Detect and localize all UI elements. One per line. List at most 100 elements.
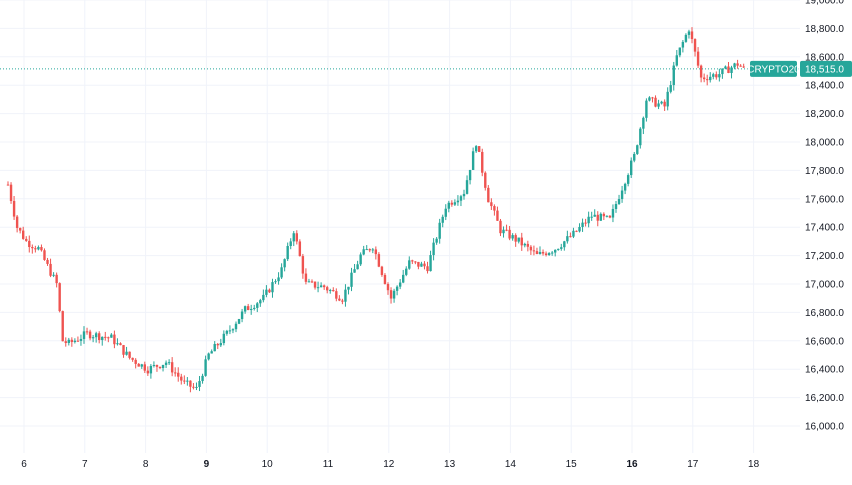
candle-up (204, 355, 207, 377)
candle-up (167, 359, 171, 366)
candle-down (487, 185, 490, 203)
candle-down (699, 64, 703, 83)
candle-down (40, 244, 43, 252)
candle-up (502, 226, 505, 238)
candle-body (228, 330, 232, 332)
candle-up (307, 278, 311, 283)
candle-body (368, 249, 371, 251)
candle-down (736, 59, 739, 69)
candle-body (371, 249, 374, 251)
candle-body (693, 39, 697, 52)
candle-body (43, 250, 46, 260)
candle-body (572, 230, 575, 237)
candle-body (237, 319, 241, 324)
candle-body (435, 238, 438, 243)
candle-up (523, 242, 526, 248)
candle-down (569, 232, 572, 238)
candle-up (402, 269, 405, 284)
candle-body (517, 237, 520, 242)
candle-down (380, 265, 384, 277)
x-tick-label: 16 (626, 459, 638, 470)
candle-down (739, 64, 742, 67)
y-tick-label: 18,200.0 (805, 109, 844, 120)
candle-up (441, 214, 444, 228)
candle-body (286, 245, 289, 260)
candle-body (134, 359, 137, 364)
x-tick-label: 9 (204, 459, 210, 470)
candle-down (690, 27, 694, 44)
candle-down (174, 367, 177, 377)
candle-up (547, 252, 551, 256)
candle-down (715, 71, 718, 80)
candle-body (128, 351, 131, 358)
candle-body (672, 65, 675, 86)
candle-up (125, 346, 128, 356)
candle-body (514, 235, 517, 242)
candle-down (478, 146, 481, 153)
candle-down (651, 96, 654, 103)
candle-up (362, 245, 365, 256)
candle-body (596, 214, 599, 221)
candle-down (155, 364, 159, 372)
candle-body (392, 290, 396, 299)
candle-body (149, 365, 153, 374)
candle-body (569, 236, 572, 238)
candle-body (657, 103, 660, 107)
x-tick-label: 7 (82, 459, 88, 470)
candle-down (131, 357, 134, 362)
grid-lines (0, 0, 800, 453)
candle-down (107, 336, 110, 343)
candle-up (250, 304, 253, 315)
candle-down (301, 253, 305, 279)
candle-down (22, 226, 25, 240)
candle-up (718, 68, 721, 82)
candle-down (423, 261, 426, 270)
candle-body (110, 334, 113, 338)
candle-body (447, 202, 450, 209)
candle-body (611, 208, 615, 218)
candle-down (338, 295, 341, 302)
candle-body (347, 286, 350, 290)
y-tick-label: 18,400.0 (805, 81, 844, 92)
candle-body (177, 372, 180, 377)
candle-down (575, 230, 578, 233)
candle-body (487, 187, 490, 203)
candle-body (429, 255, 432, 272)
candle-down (18, 227, 22, 234)
candle-up (733, 62, 736, 70)
candle-down (481, 148, 484, 177)
candle-body (344, 289, 347, 302)
candle-up (289, 238, 292, 250)
candle-up (538, 246, 542, 255)
candle-body (28, 240, 31, 248)
candle-up (398, 279, 402, 290)
candle-body (590, 216, 593, 218)
y-tick-label: 16,800.0 (805, 308, 844, 319)
candle-body (310, 281, 314, 283)
candle-down (326, 285, 329, 294)
candle-body (341, 300, 344, 302)
candle-body (180, 376, 183, 381)
candle-up (687, 29, 691, 39)
candle-body (389, 290, 393, 299)
candle-up (186, 377, 189, 386)
candle-body (736, 63, 739, 66)
candle-body (566, 236, 569, 242)
candle-down (192, 383, 195, 390)
candle-body (231, 329, 235, 331)
candle-up (672, 61, 675, 91)
candle-down (177, 367, 180, 382)
candle-up (444, 204, 447, 221)
x-axis: 6 7 8 9 10 11 12 13 14 15 16 17 18 (21, 459, 759, 470)
candle-body (465, 180, 469, 194)
candle-body (730, 67, 733, 74)
candle-down (584, 218, 587, 227)
candle-up (52, 272, 55, 278)
candle-down (450, 200, 454, 207)
candle-body (94, 333, 98, 338)
candle-body (414, 261, 417, 263)
candle-up (67, 337, 70, 346)
candle-up (286, 242, 289, 262)
candle-body (107, 337, 110, 339)
